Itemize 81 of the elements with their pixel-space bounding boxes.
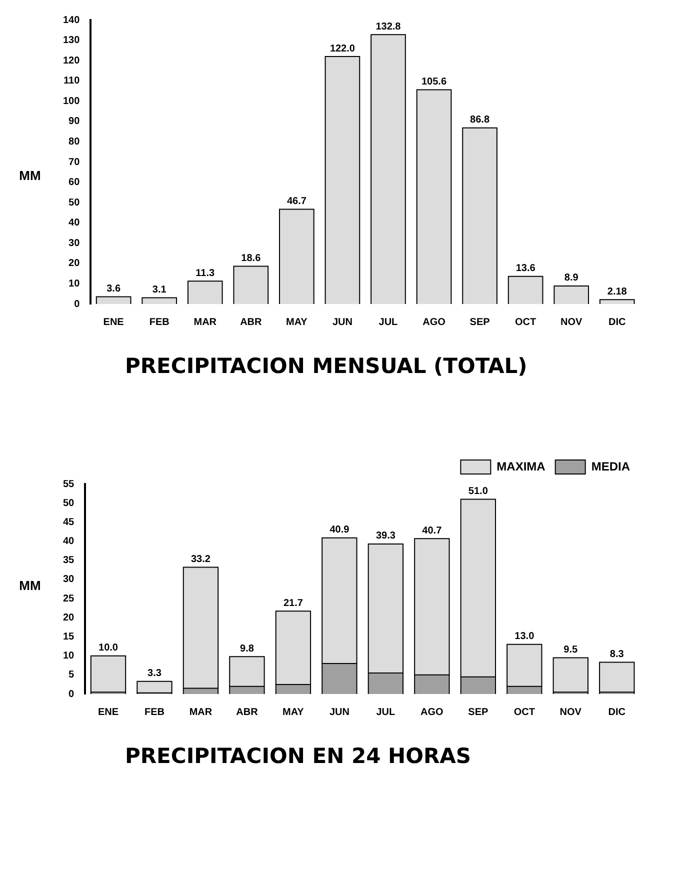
text: PRECIPITACION MENSUAL (TOTAL): [124, 354, 528, 378]
x-tick-label: ENE: [98, 706, 119, 718]
x-tick-label: AGO: [420, 706, 444, 718]
y-tick-label: 100: [62, 96, 80, 107]
x-tick-label: FEB: [149, 316, 170, 328]
y-tick-label: 40: [63, 536, 75, 548]
x-tick-label: DIC: [608, 316, 626, 328]
y-tick-label: 70: [68, 156, 80, 168]
total-label: 40.7: [422, 525, 442, 536]
x-tick-label: NOV: [560, 706, 582, 718]
y-tick-label: 50: [63, 498, 75, 509]
y-tick-label: 90: [68, 116, 80, 128]
x-tick-label: MAY: [282, 706, 304, 718]
total-label: 40.9: [330, 524, 350, 536]
total-label: 33.2: [190, 554, 211, 565]
x-tick-label: NOV: [560, 316, 582, 328]
total-label: 10.0: [98, 642, 118, 654]
y-tick-label: 30: [63, 574, 75, 586]
y-tick-label: 55: [63, 478, 75, 490]
x-tick-label: ENE: [103, 316, 124, 328]
x-tick-label: OCT: [515, 316, 536, 328]
total-label: 8.3: [610, 649, 624, 660]
x-tick-label: JUL: [378, 316, 398, 328]
x-tick-label: ABR: [240, 316, 263, 328]
data-label: 13.6: [516, 263, 536, 274]
y-tick-label: 30: [68, 238, 80, 249]
x-tick-label: SEP: [468, 706, 488, 718]
x-tick-label: OCT: [514, 706, 535, 718]
data-label: 18.6: [241, 253, 262, 264]
y-tick-label: 0: [68, 688, 75, 700]
y-tick-label: 110: [64, 76, 80, 87]
x-tick-label: MAR: [194, 316, 218, 328]
y-tick-label: 140: [62, 14, 80, 26]
x-tick-label: AGO: [422, 316, 446, 328]
y-tick-label: 60: [68, 177, 80, 188]
x-tick-label: JUN: [329, 706, 350, 718]
data-label: 122.0: [330, 43, 356, 54]
x-tick-label: FEB: [144, 706, 164, 718]
data-label: 3.6: [106, 283, 121, 294]
text: PRECIPITACION EN 24 HORAS: [124, 744, 472, 768]
x-tick-label: JUL: [376, 706, 396, 718]
y-tick-label: 35: [63, 555, 75, 566]
y-tick-label: 120: [62, 55, 80, 66]
y-tick-label: 50: [68, 197, 80, 208]
y-tick-label: 20: [68, 258, 80, 270]
data-label: 86.8: [470, 114, 490, 126]
data-label: 132.8: [376, 21, 402, 32]
y-tick-label: 45: [63, 516, 75, 528]
legend-label: MEDIA: [591, 459, 630, 474]
total-label: 9.5: [564, 644, 578, 656]
data-label: 2.18: [607, 286, 628, 298]
total-label: 13.0: [514, 631, 535, 642]
y-tick-label: 15: [63, 631, 75, 642]
y-axis-title: MM: [18, 168, 42, 182]
total-label: 3.3: [148, 668, 162, 680]
total-label: 21.7: [283, 598, 304, 609]
x-tick-label: SEP: [470, 316, 490, 328]
legend-label: MAXIMA: [496, 459, 546, 474]
y-tick-label: 130: [62, 35, 80, 46]
data-label: 46.7: [286, 196, 307, 208]
data-label: 105.6: [421, 76, 447, 88]
x-tick-label: DIC: [608, 706, 626, 718]
data-label: 11.3: [196, 268, 216, 279]
y-tick-label: 20: [63, 612, 75, 624]
total-label: 9.8: [240, 643, 254, 654]
y-tick-label: 10: [68, 278, 80, 290]
y-tick-label: 5: [68, 670, 75, 681]
data-label: 8.9: [564, 272, 579, 284]
y-axis-title: MM: [18, 578, 42, 592]
y-tick-label: 25: [63, 593, 75, 604]
x-tick-label: ABR: [236, 706, 259, 718]
y-tick-label: 80: [68, 136, 80, 148]
total-label: 51.0: [468, 486, 488, 498]
x-tick-label: MAY: [286, 316, 308, 328]
data-label: 3.1: [152, 284, 167, 296]
x-tick-label: JUN: [332, 316, 352, 328]
y-tick-label: 0: [74, 298, 80, 310]
y-tick-label: 40: [68, 218, 80, 229]
total-label: 39.3: [376, 530, 396, 542]
y-tick-label: 10: [63, 650, 75, 662]
x-tick-label: MAR: [189, 706, 213, 718]
